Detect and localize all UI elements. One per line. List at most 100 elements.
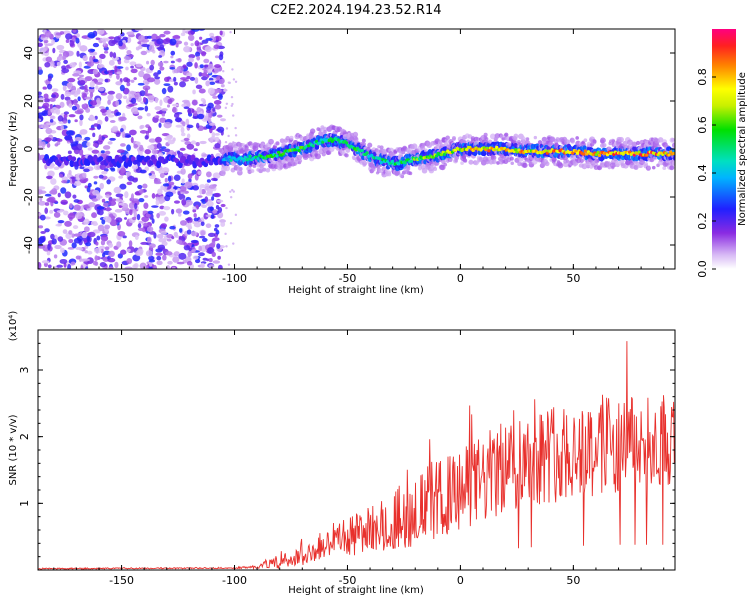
trace-core — [612, 152, 616, 157]
noise-speck — [67, 150, 72, 155]
noise-speck — [45, 56, 53, 63]
trace-halo — [635, 140, 641, 146]
noise-speck — [132, 208, 136, 214]
noise-speck — [38, 188, 43, 195]
noise-speck — [214, 64, 222, 68]
spectrogram-content — [38, 29, 675, 269]
noise-speck — [114, 261, 119, 269]
y-tick-label: 1 — [18, 500, 31, 507]
noise-speck — [227, 134, 230, 138]
trace-halo — [421, 167, 428, 174]
noise-speck — [106, 70, 114, 73]
noise-speck — [38, 112, 46, 116]
trace-body — [372, 151, 377, 157]
noise-speck — [196, 55, 201, 61]
noise-speck — [134, 202, 138, 210]
noise-speck — [158, 211, 167, 216]
noise-speck — [75, 212, 83, 220]
trace-core — [575, 151, 580, 155]
noise-speck — [56, 264, 64, 268]
noise-speck — [40, 230, 46, 234]
noise-speck — [75, 37, 80, 44]
noise-speck — [199, 184, 206, 189]
noise-speck — [163, 83, 171, 87]
noise-speck — [115, 81, 122, 86]
noise-speck — [192, 220, 199, 225]
trace-halo — [268, 138, 274, 145]
noise-speck — [229, 196, 233, 199]
noise-speck — [46, 250, 51, 256]
noise-speck — [84, 185, 88, 189]
noise-speck — [104, 50, 109, 54]
noise-speck — [134, 234, 139, 240]
noise-speck — [200, 230, 206, 236]
noise-speck — [176, 261, 185, 265]
noise-speck — [201, 72, 208, 77]
noise-speck — [211, 131, 216, 138]
noise-speck — [120, 128, 124, 133]
noise-speck — [170, 50, 176, 56]
trace-core — [378, 157, 382, 161]
noise-speck — [208, 184, 216, 189]
trace-halo — [379, 145, 384, 150]
noise-speck — [166, 238, 172, 242]
noise-speck — [197, 170, 202, 175]
noise-speck — [99, 182, 104, 190]
trace-halo — [570, 139, 575, 144]
noise-speck — [191, 99, 198, 106]
noise-speck — [178, 193, 186, 201]
noise-speck — [212, 208, 218, 214]
noise-speck — [178, 252, 187, 260]
noise-speck — [51, 188, 58, 195]
noise-speck — [137, 227, 146, 232]
noise-speck — [149, 64, 155, 71]
noise-speck — [187, 173, 193, 180]
noise-speck — [172, 35, 181, 39]
noise-speck — [163, 76, 171, 82]
noise-speck — [144, 135, 149, 140]
noise-speck — [193, 213, 197, 218]
noise-speck — [185, 217, 192, 221]
trace-halo — [406, 166, 411, 171]
trace-core — [403, 160, 407, 165]
noise-speck — [79, 166, 85, 170]
noise-speck — [205, 223, 212, 229]
noise-speck — [49, 103, 53, 109]
noise-speck — [53, 211, 61, 218]
trace-halo — [411, 143, 418, 150]
noise-speck — [93, 181, 98, 185]
trace-halo — [454, 158, 458, 163]
noise-speck — [139, 169, 147, 174]
noise-speck — [79, 114, 84, 121]
trace-core — [248, 154, 252, 158]
trace-halo — [298, 159, 303, 163]
noise-speck — [129, 61, 137, 66]
noise-speck — [47, 75, 52, 82]
noise-speck — [87, 32, 96, 39]
noise-speck — [137, 223, 142, 229]
noise-speck — [68, 230, 73, 235]
noise-speck — [201, 76, 208, 81]
noise-speck — [163, 60, 169, 64]
noise-speck — [214, 133, 220, 136]
noise-speck — [74, 137, 83, 142]
noise-speck — [166, 104, 171, 108]
trace-halo — [445, 135, 450, 140]
noise-speck — [49, 209, 54, 214]
noise-speck — [183, 137, 190, 142]
noise-speck — [183, 244, 191, 251]
noise-speck — [125, 78, 131, 83]
noise-speck — [216, 75, 221, 81]
noise-speck — [183, 46, 191, 53]
noise-speck — [38, 106, 43, 110]
trace-halo — [657, 137, 664, 143]
noise-speck — [107, 141, 113, 145]
noise-speck — [109, 219, 118, 227]
noise-speck — [195, 84, 203, 90]
noise-speck — [39, 47, 47, 53]
trace-halo — [468, 159, 474, 165]
noise-speck — [60, 199, 68, 205]
trace-halo — [606, 161, 612, 167]
noise-speck — [159, 49, 166, 57]
noise-speck — [207, 87, 215, 95]
